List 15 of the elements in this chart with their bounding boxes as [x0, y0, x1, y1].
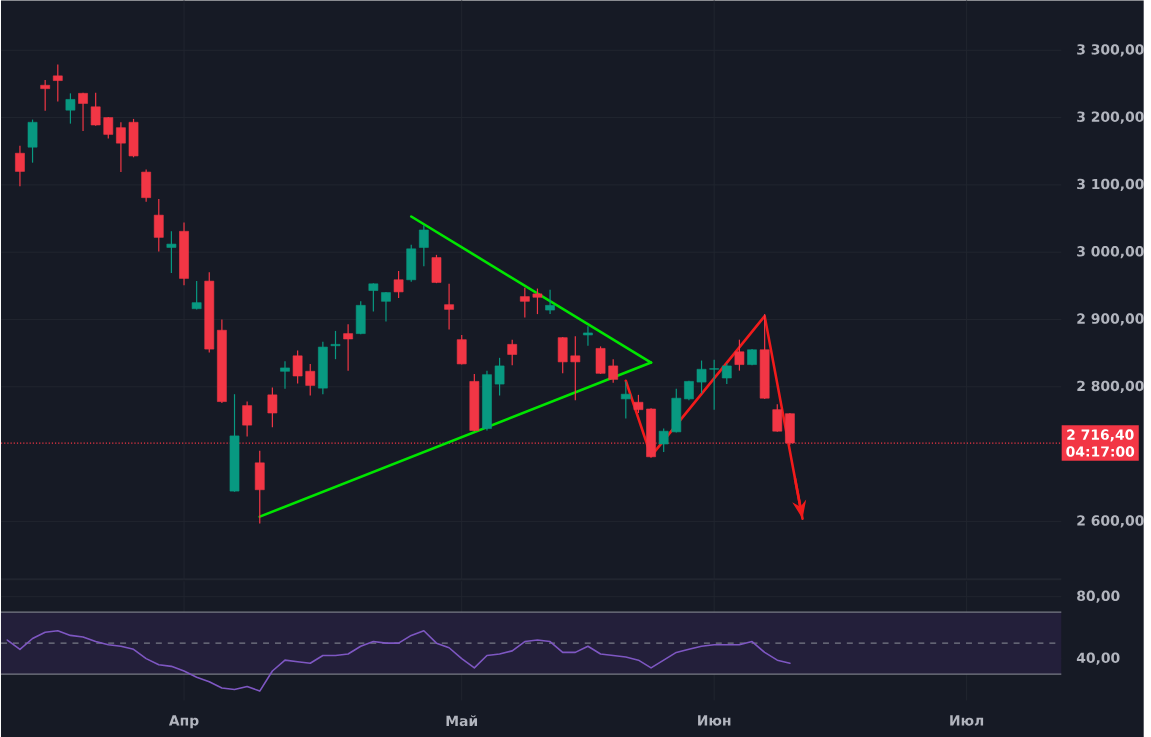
x-tick-label: Июн — [698, 715, 731, 726]
y-tick-label: 2 600,00 — [1077, 515, 1144, 528]
y-tick-label: 80,00 — [1077, 590, 1120, 603]
y-tick-label: 2 800,00 — [1077, 380, 1144, 393]
y-tick-label: 40,00 — [1076, 652, 1120, 665]
x-tick-label: Июл — [950, 715, 984, 726]
text: 04:17:00 — [1066, 446, 1135, 457]
y-tick-label: 3 000,00 — [1077, 245, 1144, 259]
y-tick-label: 3 300,00 — [1077, 44, 1144, 57]
x-tick-label: Апр — [168, 715, 199, 729]
y-tick-label: 3 100,00 — [1077, 178, 1144, 191]
ref-line-label: 2 716,40 — [1067, 429, 1134, 442]
x-tick-label: Май — [446, 715, 478, 727]
y-tick-label: 2 900,00 — [1077, 313, 1144, 326]
y-tick-label: 3 200,00 — [1077, 111, 1144, 124]
